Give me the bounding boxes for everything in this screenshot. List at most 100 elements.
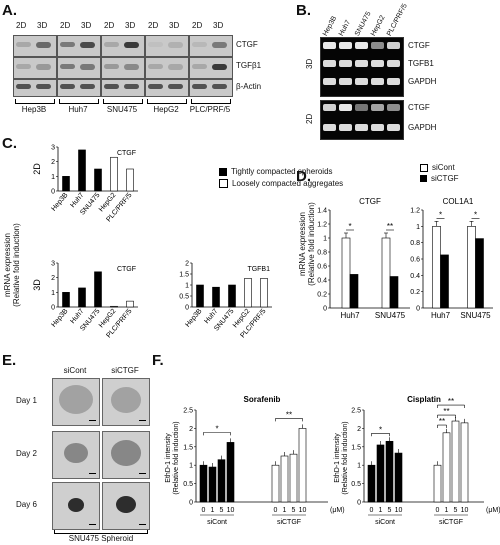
cell-line-bracket bbox=[191, 99, 231, 104]
y-tick-label: 2.5 bbox=[351, 408, 361, 415]
group-label: siCont bbox=[375, 519, 395, 526]
x-tick-label: 0 bbox=[202, 507, 206, 514]
cell-line-bracket bbox=[59, 99, 99, 104]
panel-d-letter: D. bbox=[296, 168, 311, 185]
y-tick-label: 2 bbox=[357, 426, 361, 433]
spheroid-bracket bbox=[54, 530, 148, 534]
unit-label: (μM) bbox=[330, 507, 345, 514]
gel-gene-label: GAPDH bbox=[408, 77, 437, 86]
gel-band bbox=[371, 104, 384, 111]
ctgf-band bbox=[80, 42, 95, 48]
cell-line-label: HepG2 bbox=[153, 105, 179, 114]
bar bbox=[280, 455, 289, 503]
gel-gene-label: TGFB1 bbox=[408, 59, 434, 68]
blot-strip bbox=[189, 57, 233, 79]
y-tick-label: 3 bbox=[51, 261, 55, 268]
bar bbox=[226, 442, 235, 503]
blot-condition-label: 2D bbox=[148, 21, 159, 30]
y-tick-label: 2 bbox=[189, 426, 193, 433]
bar bbox=[199, 464, 208, 503]
actin-band bbox=[148, 84, 163, 89]
blot-condition-label: 2D bbox=[104, 21, 115, 30]
x-tick-label: 5 bbox=[292, 507, 296, 514]
legend-swatch-black bbox=[219, 167, 227, 176]
spheroid-image bbox=[102, 378, 150, 426]
bar bbox=[271, 464, 280, 503]
y-tick-label: 0 bbox=[51, 189, 55, 196]
cell-line-bracket bbox=[103, 99, 143, 104]
blot-strip bbox=[189, 35, 233, 57]
scale-bar bbox=[89, 473, 96, 474]
bar bbox=[460, 422, 469, 503]
spheroid-day-label: Day 2 bbox=[16, 449, 37, 458]
spheroid-day-label: Day 6 bbox=[16, 500, 37, 509]
y-tick-label: 0 bbox=[416, 306, 420, 313]
y-tick-label: 2 bbox=[51, 159, 55, 166]
x-tick-label: 10 bbox=[395, 507, 403, 514]
x-tick-label: SNU475 bbox=[375, 311, 406, 320]
x-tick-label: 5 bbox=[388, 507, 392, 514]
y-tick-label: 0.8 bbox=[317, 250, 327, 257]
gel-band bbox=[371, 60, 384, 67]
tgfb1-band bbox=[36, 64, 51, 70]
cell-line-label: PLC/PRF/5 bbox=[189, 105, 231, 114]
y-tick-label: 0.4 bbox=[317, 278, 327, 285]
y-tick-label: 1 bbox=[357, 463, 361, 470]
gel-band bbox=[355, 60, 368, 67]
panel-a-letter: A. bbox=[2, 2, 17, 19]
ctgf-band bbox=[124, 42, 139, 48]
y-tick-label: 1.5 bbox=[351, 444, 361, 451]
bar bbox=[217, 459, 226, 503]
bar bbox=[385, 440, 394, 503]
ctgf-band bbox=[168, 42, 183, 48]
cell-line-label: Hep3B bbox=[21, 105, 47, 114]
panel-f-letter: F. bbox=[152, 352, 164, 369]
blot-strip bbox=[57, 79, 101, 97]
actin-band bbox=[124, 84, 139, 89]
y-tick-label: 0.5 bbox=[183, 481, 193, 488]
gel-band bbox=[355, 124, 368, 131]
bar bbox=[298, 428, 307, 503]
y-tick-label: 0 bbox=[189, 500, 193, 507]
x-tick-label: 1 bbox=[379, 507, 383, 514]
tgfb1-band bbox=[104, 64, 119, 69]
blot-condition-label: 2D bbox=[16, 21, 27, 30]
scale-bar bbox=[89, 420, 96, 421]
significance-mark: ** bbox=[448, 397, 454, 406]
bar bbox=[432, 226, 441, 309]
legend-label-sicont: siCont bbox=[432, 163, 455, 172]
significance-mark: ** bbox=[387, 222, 393, 231]
tgfb1-band bbox=[168, 64, 183, 70]
panel-f-ylabel-1: EthD-1 intensity bbox=[165, 433, 172, 483]
y-tick-label: 0 bbox=[357, 500, 361, 507]
y-tick-label: 1 bbox=[416, 224, 420, 231]
y-tick-label: 1 bbox=[323, 236, 327, 243]
significance-mark: * bbox=[348, 222, 351, 231]
blot-strip bbox=[13, 35, 57, 57]
y-tick-label: 1 bbox=[51, 290, 55, 297]
blot-strip bbox=[57, 35, 101, 57]
gel-gene-label: GAPDH bbox=[408, 123, 437, 132]
gel-band bbox=[323, 60, 336, 67]
tgfb1-band bbox=[148, 64, 163, 69]
blot-condition-label: 3D bbox=[213, 21, 224, 30]
x-tick-label: 1 bbox=[211, 507, 215, 514]
spheroid-day-label: Day 1 bbox=[16, 396, 37, 405]
actin-band bbox=[192, 84, 207, 89]
bar bbox=[110, 156, 118, 192]
tgfb1-band bbox=[60, 64, 75, 69]
actin-band bbox=[60, 84, 75, 89]
gel-band bbox=[387, 60, 400, 67]
bar bbox=[394, 452, 403, 503]
spheroid-body bbox=[111, 440, 141, 466]
y-tick-label: 2 bbox=[51, 275, 55, 282]
panel-c-legend: Tightly compacted spheroids Loosely comp… bbox=[219, 167, 343, 188]
bar bbox=[126, 168, 134, 192]
bar bbox=[78, 287, 86, 308]
bar bbox=[451, 420, 460, 503]
spheroid-caption: SNU475 Spheroid bbox=[68, 534, 134, 543]
ctgf-band bbox=[104, 42, 119, 47]
panel-f-ylabel-1: EthD-1 intensity bbox=[334, 433, 341, 483]
bar bbox=[78, 149, 86, 192]
